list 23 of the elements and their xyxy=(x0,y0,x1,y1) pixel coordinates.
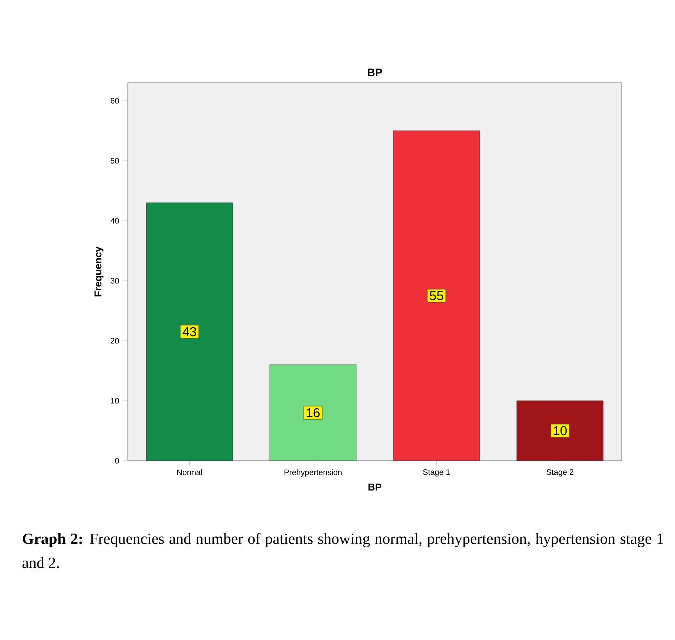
bar xyxy=(146,202,234,462)
y-tick-label: 20 xyxy=(110,338,120,344)
y-tick-label: 30 xyxy=(110,278,120,284)
data-label: 10 xyxy=(554,426,567,436)
y-tick-label: 10 xyxy=(111,398,120,404)
data-label: 16 xyxy=(307,408,320,418)
bar xyxy=(393,130,480,462)
x-tick-label: Stage 1 xyxy=(423,470,450,477)
y-tick-label: 0 xyxy=(115,458,120,464)
bar xyxy=(516,400,604,462)
y-axis-title: Frequency xyxy=(94,246,104,297)
x-axis-title: BP xyxy=(368,484,382,491)
data-label: 43 xyxy=(182,327,196,337)
bar xyxy=(270,364,357,462)
y-tick-label: 40 xyxy=(110,218,120,224)
y-tick-label: 60 xyxy=(110,98,120,104)
y-tick-label: 50 xyxy=(110,158,120,164)
data-label: 55 xyxy=(430,291,444,301)
text: Graph 2: Frequencies and number of patients showing normal, prehypertension, hypertension stage 1 and 2. xyxy=(22,533,664,568)
x-tick-label: Prehypertension xyxy=(284,470,342,477)
chart-title: BP xyxy=(368,68,382,76)
x-tick-label: Normal xyxy=(178,470,202,476)
x-tick-label: Stage 2 xyxy=(546,470,574,477)
